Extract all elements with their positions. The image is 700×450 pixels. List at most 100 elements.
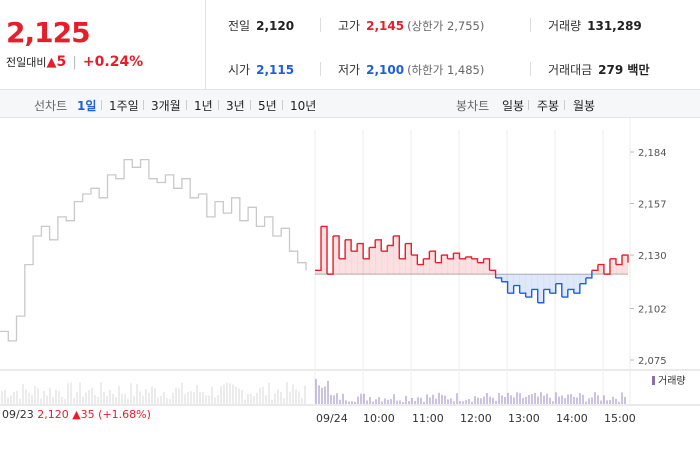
today-area-segment xyxy=(405,243,412,275)
today-area-segment xyxy=(567,274,575,290)
today-area-segment xyxy=(429,251,436,275)
high-stat: 고가 2,145 (상한가 2,755) xyxy=(338,17,484,34)
today-series-segment xyxy=(609,258,617,265)
today-area-segment xyxy=(507,274,514,294)
previous-day-series xyxy=(0,158,307,342)
volume-bars xyxy=(1,379,626,404)
trade-amount-label: 거래대금 xyxy=(548,63,593,77)
today-area-segment xyxy=(417,264,424,275)
change-separator: | xyxy=(72,55,77,70)
today-area-segment xyxy=(513,274,520,286)
upper-limit: (상한가 2,755) xyxy=(407,19,485,33)
y-tick-label: 2,130 xyxy=(638,251,667,262)
candle-chart-label: 봉차트 xyxy=(456,99,490,113)
today-series-segment xyxy=(363,247,370,260)
period-tab-1y[interactable]: 1년 xyxy=(194,99,213,113)
today-area-segment xyxy=(423,258,430,275)
today-area-segment xyxy=(495,274,502,278)
period-tab-3y[interactable]: 3년 xyxy=(226,99,245,113)
today-series-segment xyxy=(531,288,539,303)
today-area-segment xyxy=(339,258,346,275)
today-series-segment xyxy=(333,235,340,259)
today-series-segment xyxy=(429,250,437,263)
today-series-segment xyxy=(549,283,557,294)
line-chart-label: 선차트 xyxy=(34,99,68,113)
today-series-segment xyxy=(591,264,599,272)
y-tick-label: 2,157 xyxy=(638,200,667,211)
price-chart: 2,184 2,157 2,130 2,102 2,075 xyxy=(0,118,700,406)
period-tab-1w[interactable]: 1주일 xyxy=(109,99,139,113)
today-series-segment xyxy=(405,242,413,256)
today-area-segment xyxy=(537,274,545,303)
x-tick: 13:00 xyxy=(508,412,540,425)
period-tab-3m[interactable]: 3개월 xyxy=(151,99,181,113)
price-header: 2,125 전일대비▲5 | +0.24% 전일 2,120 고가 2,145 (상한… xyxy=(0,0,700,90)
today-series-segment xyxy=(369,239,376,249)
today-series-segment xyxy=(615,255,623,266)
today-series-segment xyxy=(543,288,551,294)
today-series-segment xyxy=(411,254,419,265)
x-tick: 14:00 xyxy=(556,412,588,425)
period-tab-10y[interactable]: 10년 xyxy=(290,99,317,113)
today-series-segment xyxy=(327,235,334,275)
today-area-segment xyxy=(381,251,388,275)
today-series-segment xyxy=(357,242,364,259)
today-area-segment xyxy=(549,274,557,294)
today-area-segment xyxy=(387,245,394,275)
previous-day-summary: 09/23 2,120 ▲35 (+1.68%) xyxy=(2,408,151,432)
today-series-segment xyxy=(321,225,328,275)
today-series-segment xyxy=(423,251,431,260)
today-area-segment xyxy=(531,274,539,290)
today-area-segment xyxy=(399,258,406,275)
today-area-segment xyxy=(615,264,623,275)
candle-tab-weekly[interactable]: 주봉 xyxy=(537,99,560,113)
candle-tab-daily[interactable]: 일봉 xyxy=(502,99,525,113)
divider xyxy=(186,100,187,110)
divider xyxy=(320,62,321,76)
today-area-segment xyxy=(369,247,376,275)
today-series-segment xyxy=(345,239,352,252)
high-label: 고가 xyxy=(338,19,361,33)
today-area-segment xyxy=(543,274,551,290)
today-series-segment xyxy=(495,277,503,282)
today-series-segment xyxy=(435,255,443,264)
x-tick: 12:00 xyxy=(460,412,492,425)
today-series-segment xyxy=(375,239,382,252)
today-series-segment xyxy=(621,254,629,263)
trade-amount-value: 279 백만 xyxy=(598,63,650,77)
prev-close-stat: 전일 2,120 xyxy=(228,17,294,34)
prev-close-value: 2,120 xyxy=(256,19,295,33)
today-area-segment xyxy=(519,274,526,294)
period-tab-5y[interactable]: 5년 xyxy=(258,99,277,113)
period-tab-1d[interactable]: 1일 xyxy=(77,99,97,113)
today-area-segment xyxy=(447,258,454,275)
today-series-segment xyxy=(567,288,575,294)
low-value: 2,100 xyxy=(366,63,405,77)
today-area-segment xyxy=(609,258,617,275)
y-tick-label: 2,102 xyxy=(638,304,667,315)
today-area-segment xyxy=(435,262,442,275)
prev-close-label: 전일 xyxy=(228,19,251,33)
divider xyxy=(282,100,283,110)
today-series-segment xyxy=(555,282,563,298)
today-series-segment xyxy=(507,285,515,294)
today-series-segment xyxy=(447,253,455,260)
up-arrow-icon: ▲ xyxy=(46,55,57,70)
today-series-segment xyxy=(441,254,449,259)
today-series-segment xyxy=(387,235,394,247)
today-area-segment xyxy=(315,270,322,275)
today-series-segment xyxy=(525,289,533,298)
candle-tab-monthly[interactable]: 월봉 xyxy=(573,99,596,113)
previous-day-change-percent: (+1.68%) xyxy=(98,408,151,421)
today-area-segment xyxy=(357,243,364,275)
today-series-segment xyxy=(519,292,527,298)
high-value: 2,145 xyxy=(366,19,405,33)
today-area-segment xyxy=(525,274,532,298)
volume-label: 거래량 xyxy=(548,19,582,33)
previous-day-change: 35 xyxy=(80,408,95,421)
today-series-segment xyxy=(513,284,521,294)
today-area-segment xyxy=(579,274,587,284)
volume-legend: 거래량 xyxy=(652,372,686,387)
y-axis: 2,184 2,157 2,130 2,102 2,075 xyxy=(630,148,667,367)
